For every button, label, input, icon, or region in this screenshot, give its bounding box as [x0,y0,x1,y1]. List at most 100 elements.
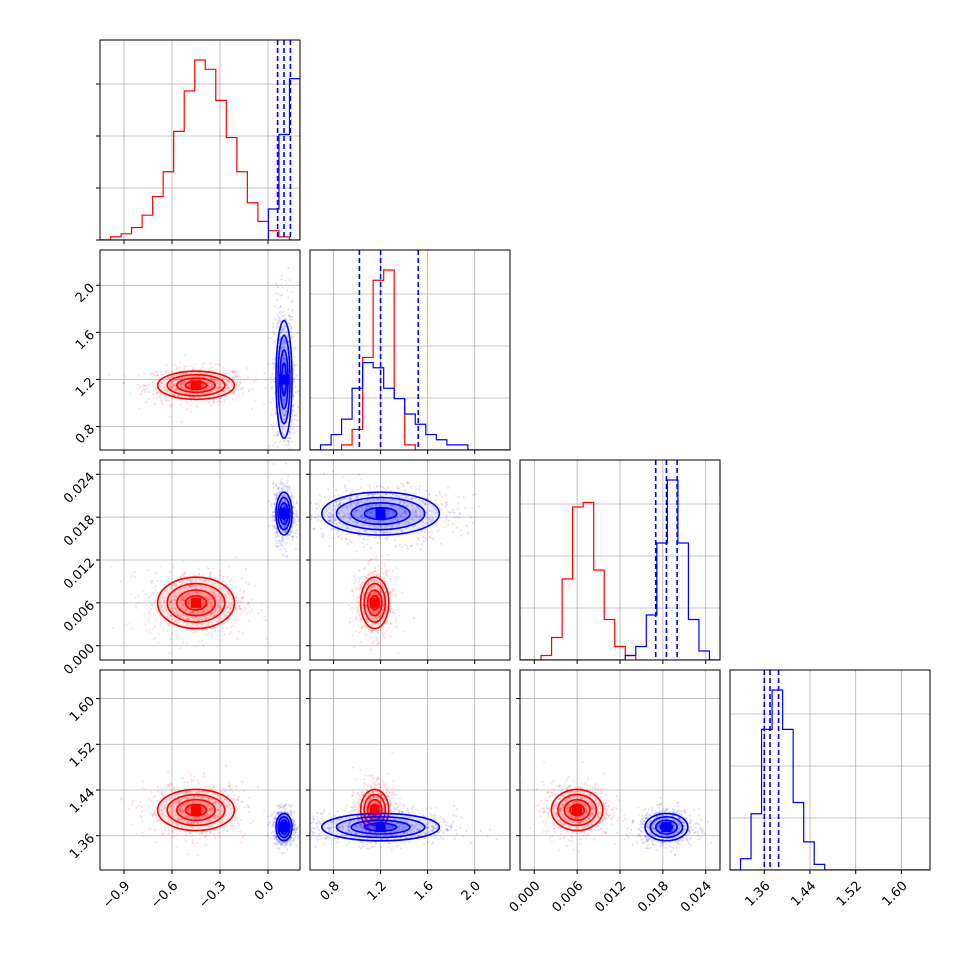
scatter-point [355,588,357,590]
scatter-point [209,785,211,787]
scatter-point [389,609,391,611]
scatter-point [435,499,437,501]
scatter-point [407,547,409,549]
scatter-point [212,567,214,569]
scatter-point [234,794,236,796]
scatter-point [131,823,133,825]
scatter-point [244,607,246,609]
scatter-point [257,612,259,614]
scatter-point [386,580,388,582]
grid [100,460,300,660]
scatter-point [166,372,168,374]
scatter-point [196,404,198,406]
scatter-point [406,545,408,547]
scatter-point [162,629,164,631]
scatter-point [428,531,430,533]
scatter-point [165,582,167,584]
grid [310,250,510,450]
scatter-point [384,565,386,567]
density-peak-0 [191,598,201,608]
scatter-point [319,500,321,502]
scatter-point [245,366,247,368]
scatter-point [380,640,382,642]
scatter-point [234,819,236,821]
scatter-point [180,404,182,406]
scatter-point [277,433,279,435]
scatter-point [272,322,274,324]
scatter-point [385,572,387,574]
scatter-point [351,490,353,492]
scatter-point [285,456,287,458]
scatter-point [134,596,136,598]
scatter-point [277,314,279,316]
scatter-point [152,393,154,395]
scatter-point [225,765,227,767]
scatter-point [181,777,183,779]
scatter-point [274,305,276,307]
scatter-point [147,398,149,400]
scatter-point [241,601,243,603]
density-peak-1 [279,374,289,384]
scatter-point [457,496,459,498]
scatter-point [288,431,290,433]
scatter-point [190,410,192,412]
scatter-point [327,488,329,490]
grid [520,460,720,660]
scatter-point [165,370,167,372]
scatter-point [415,488,417,490]
scatter-point [173,364,175,366]
scatter-point [205,834,207,836]
scatter-point [213,834,215,836]
scatter-point [184,365,186,367]
scatter-point [229,631,231,633]
scatter-point [284,470,286,472]
scatter-point [248,390,250,392]
scatter-point [135,607,137,609]
scatter-point [134,571,136,573]
scatter-point [222,627,224,629]
scatter-point [176,834,178,836]
scatter-point [390,603,392,605]
scatter-point [361,576,363,578]
scatter-point [377,632,379,634]
scatter-point [273,359,275,361]
scatter-point [231,824,233,826]
scatter-point [202,366,204,368]
scatter-point [197,779,199,781]
scatter-point [472,494,474,496]
scatter-point [155,387,157,389]
scatter-point [276,533,278,535]
scatter-point [358,580,360,582]
scatter-point [160,619,162,621]
scatter-point [136,602,138,604]
scatter-point [279,441,281,443]
scatter-point [353,490,355,492]
scatter-point [383,637,385,639]
scatter-point [471,507,473,509]
scatter-point [157,642,159,644]
scatter-point [313,528,315,530]
scatter-point [154,637,156,639]
scatter-point [279,548,281,550]
density-peak-1 [376,509,386,519]
scatter-point [387,487,389,489]
scatter-point [288,441,290,443]
scatter-point [369,559,371,561]
scatter-point [269,337,271,339]
histogram-1 [100,79,300,240]
scatter-point [244,582,246,584]
scatter-point [228,567,230,569]
scatter-point [294,340,296,342]
scatter-point [342,476,344,478]
scatter-point [413,617,415,619]
scatter-point [292,501,294,503]
scatter-point [203,772,205,774]
density-peak-0 [191,380,201,390]
scatter-point [358,631,360,633]
scatter-point [151,604,153,606]
scatter-point [287,475,289,477]
scatter-point [286,481,288,483]
scatter-point [456,516,458,518]
scatter-point [436,521,438,523]
scatter-point [280,488,282,490]
